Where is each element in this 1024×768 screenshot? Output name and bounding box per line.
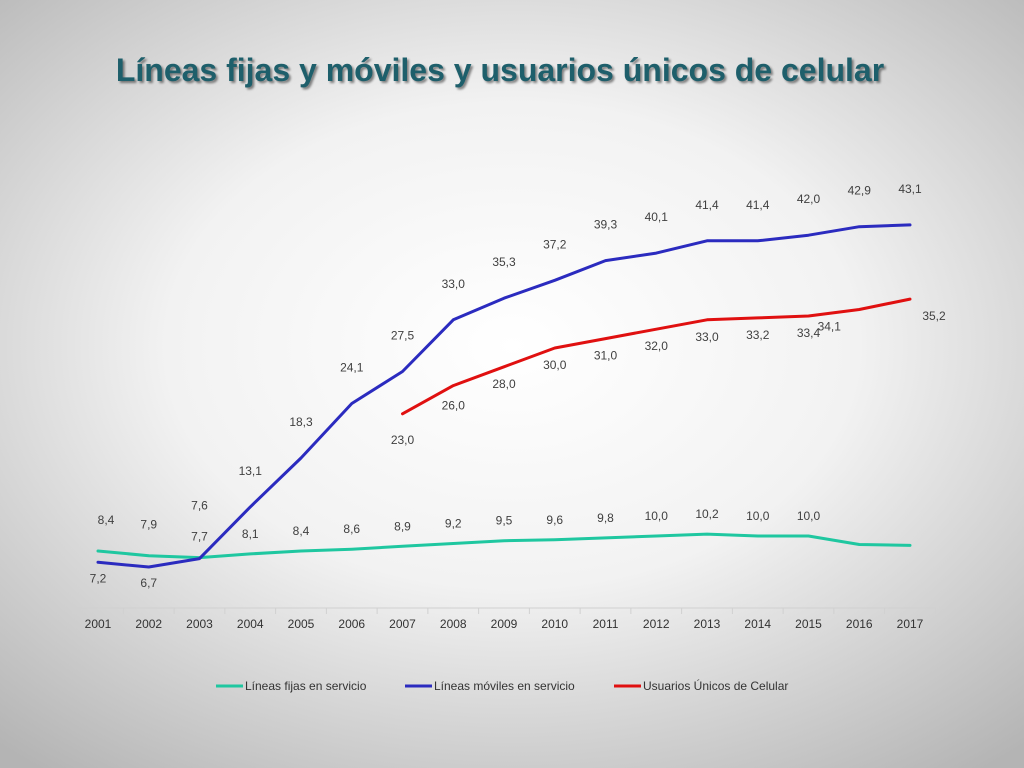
data-label: 8,9 xyxy=(394,519,411,533)
data-label: 43,1 xyxy=(898,182,922,196)
data-label: 33,0 xyxy=(442,277,466,291)
data-label: 27,5 xyxy=(391,329,415,343)
x-axis-ticks xyxy=(72,608,936,614)
data-label: 8,1 xyxy=(242,527,259,541)
data-label: 31,0 xyxy=(594,349,618,363)
x-tick-label: 2008 xyxy=(440,617,467,631)
data-label: 7,9 xyxy=(140,518,157,532)
data-label: 37,2 xyxy=(543,237,567,251)
data-label: 8,4 xyxy=(98,513,115,527)
x-tick-label: 2017 xyxy=(897,617,924,631)
data-label: 33,2 xyxy=(746,328,770,342)
data-label: 8,6 xyxy=(343,522,360,536)
data-label: 9,8 xyxy=(597,511,614,525)
x-tick-label: 2007 xyxy=(389,617,416,631)
data-label: 32,0 xyxy=(645,339,669,353)
data-label: 42,9 xyxy=(848,184,872,198)
x-tick-label: 2009 xyxy=(491,617,518,631)
x-axis-tick-labels: 2001 2002 2003 2004 2005 2006 2007 2008 2009 2010… xyxy=(85,617,924,631)
x-tick-label: 2013 xyxy=(694,617,721,631)
data-label: 30,0 xyxy=(543,358,567,372)
data-label: 18,3 xyxy=(289,415,313,429)
data-label: 9,6 xyxy=(546,513,563,527)
data-label: 33,4 xyxy=(797,326,821,340)
data-label: 23,0 xyxy=(391,433,415,447)
x-tick-label: 2002 xyxy=(135,617,162,631)
data-label: 34,1 xyxy=(818,319,842,333)
data-label: 10,0 xyxy=(746,509,770,523)
data-label: 10,2 xyxy=(695,507,719,521)
data-label: 35,2 xyxy=(922,309,946,323)
data-label: 10,0 xyxy=(797,509,821,523)
x-tick-label: 2001 xyxy=(85,617,112,631)
data-label: 10,0 xyxy=(645,509,669,523)
data-label: 7,6 xyxy=(191,499,208,513)
data-label: 41,4 xyxy=(695,198,719,212)
data-label: 7,2 xyxy=(90,571,107,585)
x-tick-label: 2006 xyxy=(338,617,365,631)
series-lines xyxy=(96,223,912,569)
legend-label: Líneas móviles en servicio xyxy=(434,679,575,693)
x-tick-label: 2014 xyxy=(744,617,771,631)
data-label: 7,7 xyxy=(191,530,208,544)
data-label: 39,3 xyxy=(594,218,618,232)
data-label: 40,1 xyxy=(645,210,669,224)
data-label: 9,5 xyxy=(496,514,513,528)
series-line-1 xyxy=(96,223,912,569)
legend-label: Usuarios Únicos de Celular xyxy=(643,678,788,693)
data-label: 35,3 xyxy=(492,255,516,269)
data-label: 8,4 xyxy=(293,524,310,538)
x-tick-label: 2004 xyxy=(237,617,264,631)
x-tick-label: 2012 xyxy=(643,617,670,631)
data-label: 9,2 xyxy=(445,517,462,531)
x-tick-label: 2015 xyxy=(795,617,822,631)
data-label: 42,0 xyxy=(797,192,821,206)
data-label: 24,1 xyxy=(340,360,364,374)
data-label: 28,0 xyxy=(492,377,516,391)
chart-title: Líneas fijas y móviles y usuarios únicos… xyxy=(115,52,885,88)
x-tick-label: 2005 xyxy=(288,617,315,631)
data-label: 6,7 xyxy=(140,576,157,590)
x-tick-label: 2003 xyxy=(186,617,213,631)
x-tick-label: 2016 xyxy=(846,617,873,631)
x-tick-label: 2011 xyxy=(593,617,619,631)
series-line-2 xyxy=(401,297,912,416)
data-label: 26,0 xyxy=(442,399,466,413)
data-labels: 8,4 7,9 7,7 8,1 8,4 8,6 8,9 9,2 9,5 9,6 9,8 10,0 10,… xyxy=(90,182,946,590)
series-line-0 xyxy=(96,532,912,560)
data-label: 41,4 xyxy=(746,198,770,212)
x-tick-label: 2010 xyxy=(541,617,568,631)
data-label: 33,0 xyxy=(695,330,719,344)
legend: Líneas fijas en servicio Líneas móviles e… xyxy=(216,678,788,693)
data-label: 13,1 xyxy=(239,464,263,478)
legend-label: Líneas fijas en servicio xyxy=(245,679,367,693)
